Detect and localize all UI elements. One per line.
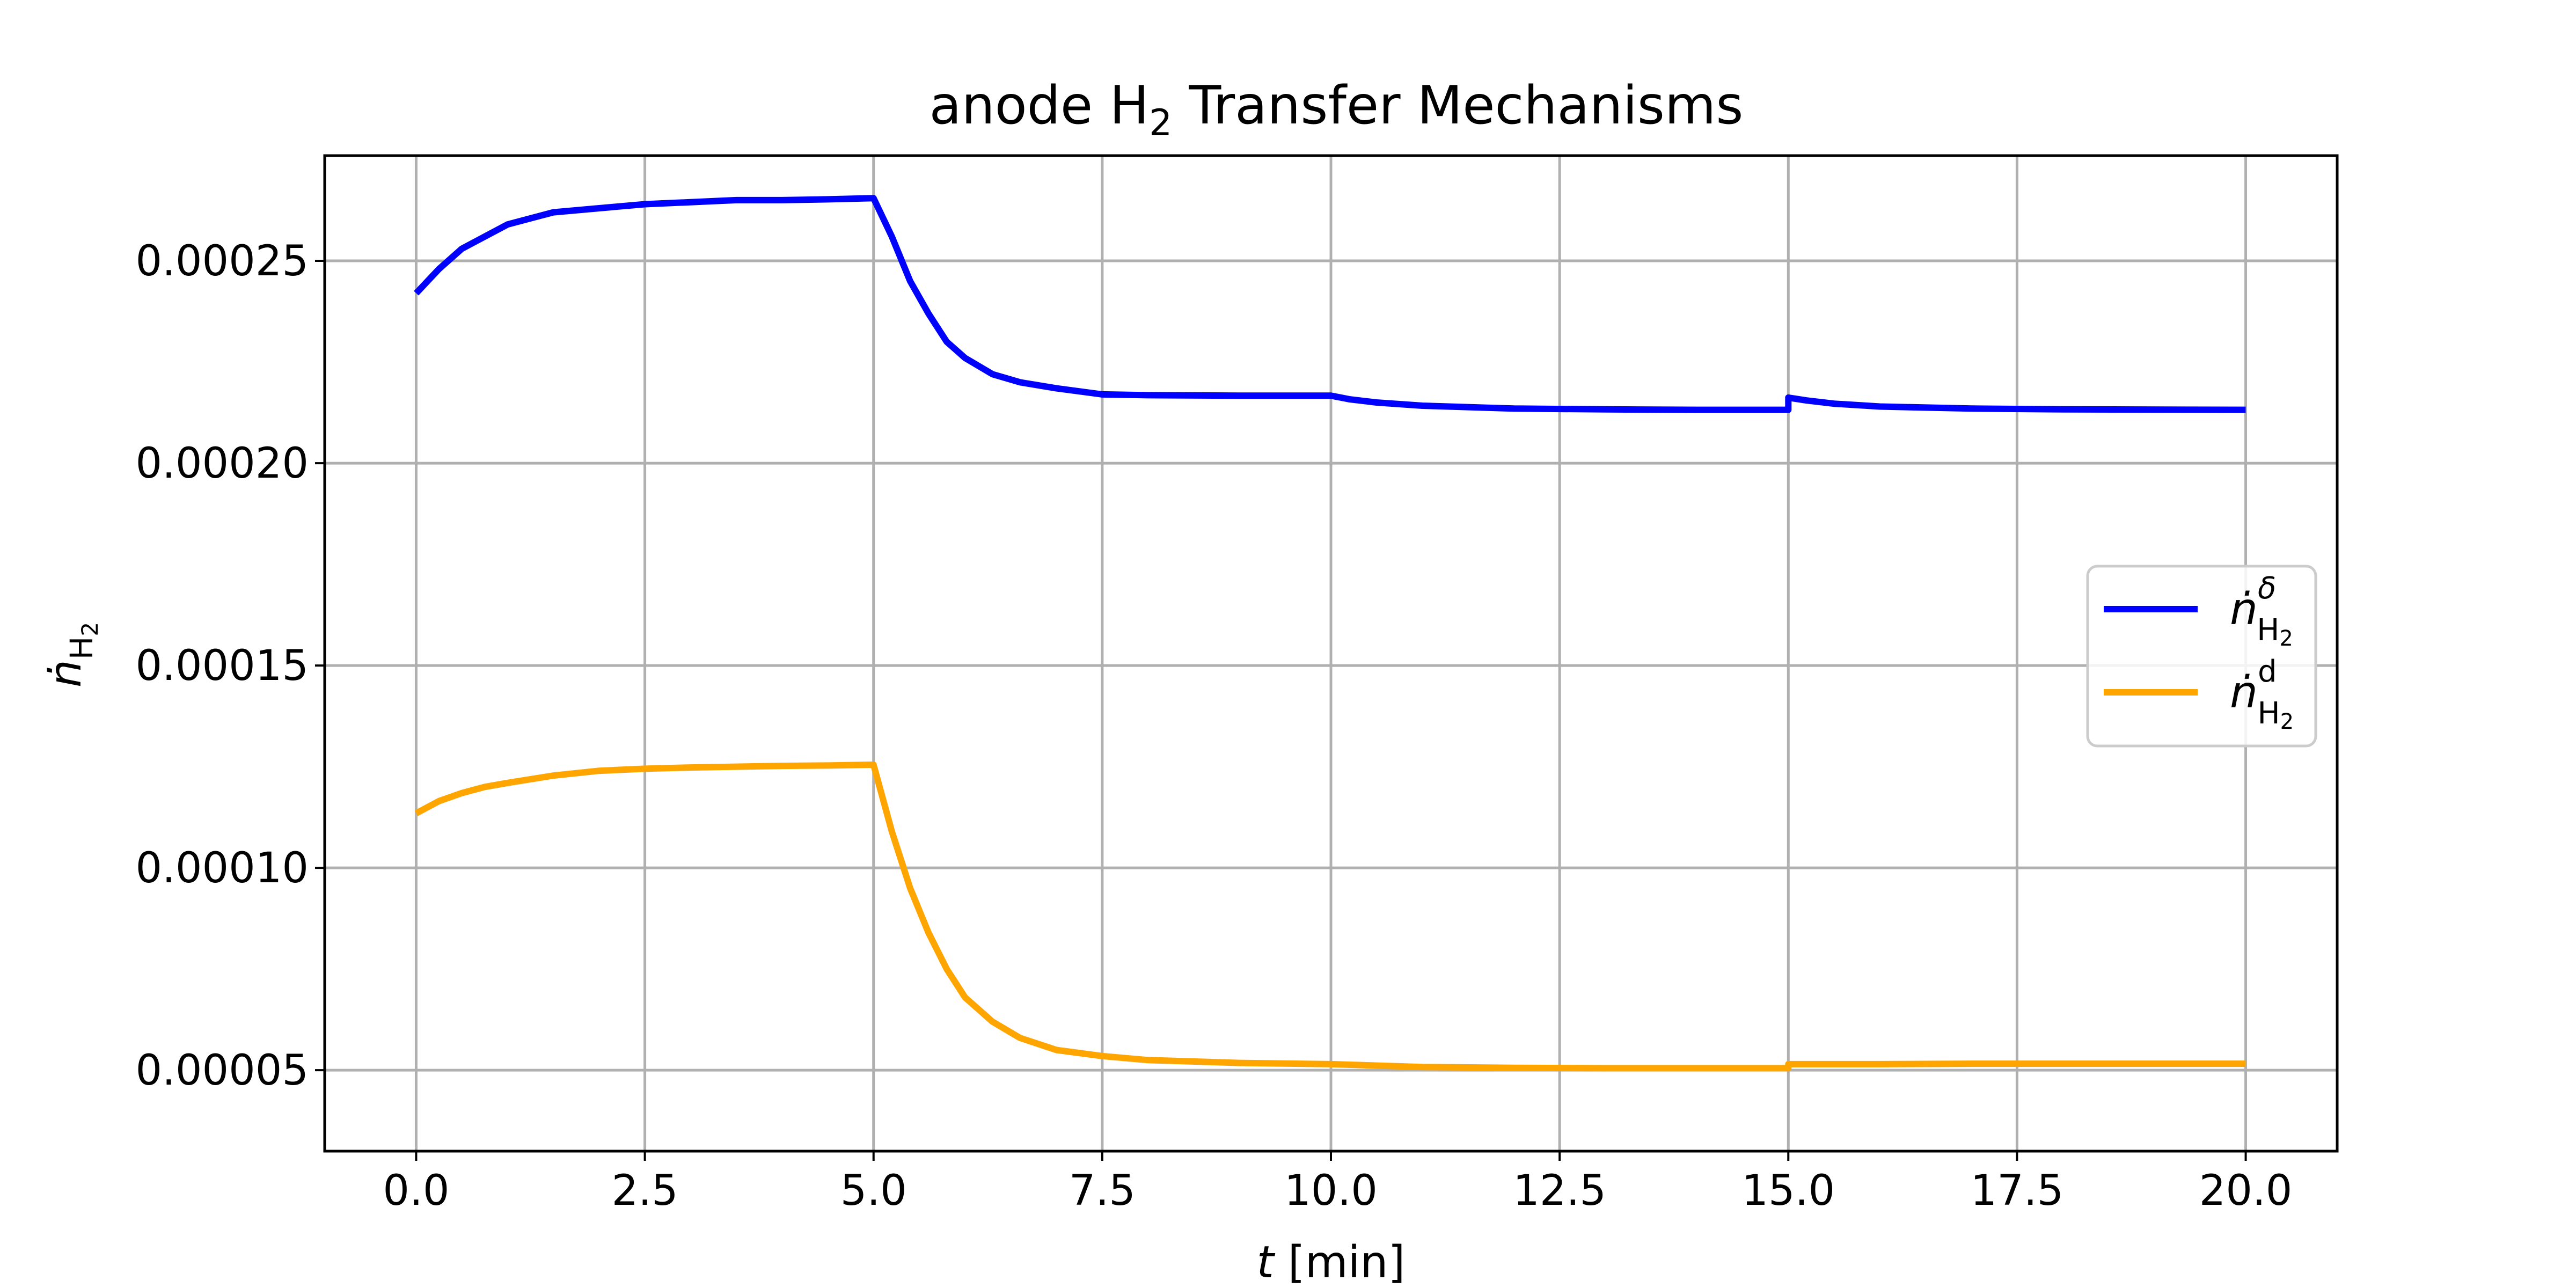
series-line-1	[414, 761, 2246, 1072]
y-tick-label: 0.00015	[135, 642, 309, 690]
x-tick-label: 5.0	[840, 1167, 907, 1215]
x-tick-label: 10.0	[1284, 1167, 1378, 1215]
legend-label-1: ṅd H2	[2230, 654, 2294, 734]
legend: ṅδ H2 ṅd H2	[2086, 565, 2317, 748]
y-tick-label: 0.00020	[135, 440, 309, 488]
y-tick-label: 0.00025	[135, 237, 309, 286]
y-axis-label: ṅH2	[40, 622, 103, 687]
series-line-0	[414, 195, 2246, 413]
x-tick-label: 17.5	[1971, 1167, 2064, 1215]
ticks: 0.0 2.5 5.0 7.5 10.0 12.5 15.0 17.5 20.0 0.00005 0…	[135, 237, 2292, 1215]
x-tick-label: 7.5	[1069, 1167, 1136, 1215]
y-tick-label: 0.00010	[135, 844, 309, 892]
chart-title: anode H2 Transfer Mechanisms	[930, 75, 1744, 144]
x-tick-label: 15.0	[1741, 1167, 1835, 1215]
x-tick-label: 0.0	[383, 1167, 449, 1215]
x-tick-label: 20.0	[2199, 1167, 2293, 1215]
grid	[325, 156, 2337, 1151]
series-layer	[414, 195, 2246, 1072]
x-tick-label: 2.5	[612, 1167, 678, 1215]
svg-text:ṅH2: ṅH2	[40, 622, 103, 687]
x-tick-label: 12.5	[1513, 1167, 1606, 1215]
y-tick-label: 0.00005	[135, 1046, 309, 1095]
x-axis-label: t [min]	[1257, 1237, 1406, 1288]
legend-label-0: ṅδ H2	[2230, 571, 2293, 651]
